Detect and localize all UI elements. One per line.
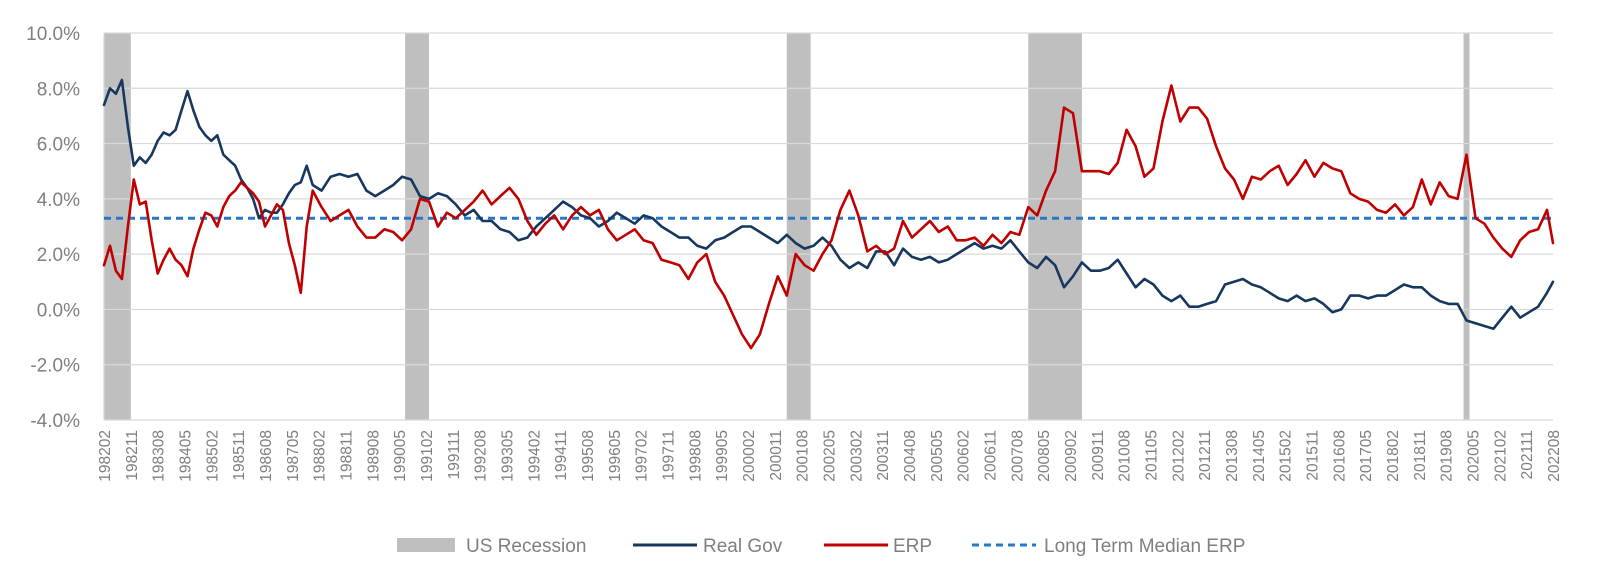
- legend-swatch: [397, 538, 455, 552]
- x-tick-label: 200805: [1036, 430, 1053, 482]
- y-tick-label: -2.0%: [30, 356, 80, 377]
- recession-band: [1028, 33, 1082, 420]
- x-tick-label: 198405: [178, 430, 195, 482]
- x-tick-label: 200108: [795, 430, 812, 482]
- recession-bands: [104, 33, 1470, 420]
- x-tick-label: 201405: [1251, 430, 1268, 482]
- legend-label: Long Term Median ERP: [1044, 536, 1245, 557]
- x-tick-label: 198308: [151, 430, 168, 482]
- x-tick-label: 200611: [983, 430, 1000, 481]
- x-tick-label: 201211: [1197, 430, 1214, 481]
- x-tick-label: 198705: [285, 430, 302, 482]
- legend-label: US Recession: [466, 536, 586, 557]
- x-tick-label: 198211: [124, 430, 141, 481]
- x-tick-label: 199402: [526, 430, 543, 482]
- gridlines: [103, 32, 1553, 421]
- x-tick-label: 201008: [1117, 430, 1134, 482]
- x-tick-label: 199411: [553, 430, 570, 481]
- recession-band: [405, 33, 429, 420]
- x-tick-label: 198802: [312, 430, 329, 482]
- x-tick-label: 200911: [1090, 430, 1107, 481]
- y-tick-label: 6.0%: [37, 135, 80, 156]
- y-tick-label: 4.0%: [37, 190, 80, 211]
- recession-band: [1463, 33, 1470, 420]
- y-tick-label: 0.0%: [37, 300, 80, 321]
- legend-label: ERP: [893, 536, 932, 557]
- x-tick-label: 202005: [1466, 430, 1483, 482]
- x-tick-label: 199711: [661, 430, 678, 481]
- x-tick-label: 199605: [607, 430, 624, 482]
- y-tick-label: 10.0%: [26, 24, 80, 45]
- x-axis: 198202 198211 198308 198405 198502 198511 1986…: [97, 430, 1563, 482]
- x-tick-label: 200302: [848, 430, 865, 482]
- y-tick-label: 8.0%: [37, 79, 80, 100]
- x-tick-label: 199808: [687, 430, 704, 482]
- x-tick-label: 202208: [1546, 430, 1563, 482]
- x-tick-label: 198511: [231, 430, 248, 481]
- x-tick-label: 198908: [365, 430, 382, 482]
- x-tick-label: 198202: [97, 430, 114, 482]
- x-tick-label: 199508: [580, 430, 597, 482]
- y-axis: 10.0% 8.0% 6.0% 4.0% 2.0% 0.0% -2.0% -4.0%: [26, 24, 80, 432]
- x-tick-label: 201705: [1358, 430, 1375, 482]
- x-tick-label: 201908: [1439, 430, 1456, 482]
- legend-label: Real Gov: [703, 536, 783, 557]
- x-tick-label: 199702: [634, 430, 651, 482]
- x-tick-label: 202102: [1492, 430, 1509, 482]
- x-tick-label: 200002: [741, 430, 758, 482]
- x-tick-label: 201502: [1278, 430, 1295, 482]
- x-tick-label: 200602: [956, 430, 973, 482]
- x-tick-label: 199102: [419, 430, 436, 482]
- real-gov-line: [102, 78, 1555, 331]
- legend-item: US Recession: [397, 536, 586, 557]
- x-tick-label: 199111: [446, 430, 463, 479]
- x-tick-label: 198811: [339, 430, 356, 481]
- x-tick-label: 199305: [500, 430, 517, 482]
- series-lines: [102, 78, 1555, 350]
- x-tick-label: 199005: [392, 430, 409, 482]
- x-tick-label: 198502: [204, 430, 221, 482]
- x-tick-label: 201811: [1412, 430, 1429, 481]
- x-tick-label: 201202: [1170, 430, 1187, 482]
- x-tick-label: 201802: [1385, 430, 1402, 482]
- x-tick-label: 201105: [1144, 430, 1161, 481]
- x-tick-label: 198608: [258, 430, 275, 482]
- legend: US Recession Real Gov ERP Long Term Median …: [397, 536, 1245, 557]
- legend-item: ERP: [824, 536, 932, 557]
- x-tick-label: 201308: [1224, 430, 1241, 482]
- recession-band: [104, 33, 131, 420]
- x-tick-label: 200902: [1063, 430, 1080, 482]
- x-tick-label: 199208: [473, 430, 490, 482]
- legend-item: Real Gov: [633, 536, 783, 557]
- x-tick-label: 200408: [902, 430, 919, 482]
- x-tick-label: 200708: [1009, 430, 1026, 482]
- x-tick-label: 201511: [1305, 430, 1322, 481]
- legend-item: Long Term Median ERP: [972, 536, 1245, 557]
- y-tick-label: -4.0%: [30, 411, 80, 432]
- x-tick-label: 200205: [822, 430, 839, 482]
- x-tick-label: 201608: [1331, 430, 1348, 482]
- y-tick-label: 2.0%: [37, 245, 80, 266]
- x-tick-label: 199905: [714, 430, 731, 482]
- x-tick-label: 200505: [929, 430, 946, 482]
- x-tick-label: 200011: [768, 430, 785, 481]
- x-tick-label: 202111: [1519, 430, 1536, 479]
- erp-line: [102, 84, 1555, 350]
- x-tick-label: 200311: [875, 430, 892, 481]
- recession-band: [786, 33, 811, 420]
